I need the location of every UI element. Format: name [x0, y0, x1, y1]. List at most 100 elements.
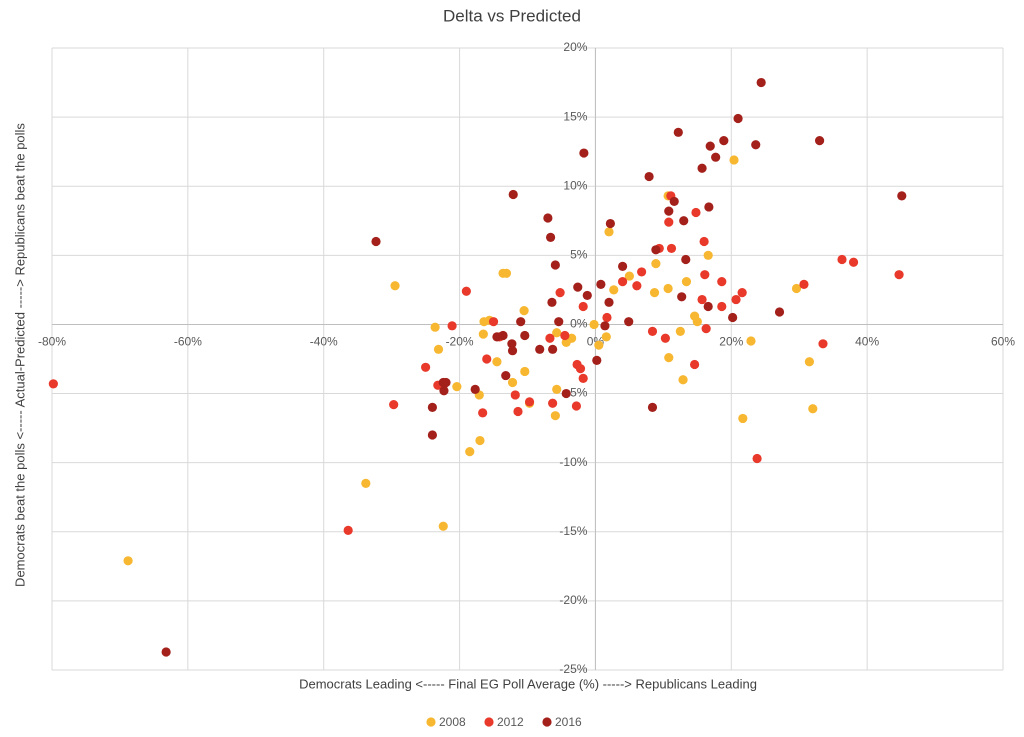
legend: 2008 2012 2016 — [426, 715, 582, 729]
point — [681, 254, 691, 265]
legend-marker — [542, 717, 552, 727]
point — [719, 136, 729, 146]
point — [814, 136, 825, 146]
point — [390, 281, 400, 291]
legend-label: 2008 — [439, 715, 466, 729]
point — [697, 163, 707, 173]
legend-label: 2012 — [497, 715, 524, 729]
point — [717, 276, 727, 287]
point — [704, 202, 714, 212]
point — [848, 257, 859, 267]
point — [475, 435, 485, 446]
point — [478, 408, 488, 418]
point — [604, 297, 614, 307]
point — [637, 267, 647, 277]
point — [548, 398, 558, 408]
point — [624, 317, 634, 327]
x-tick-label: 20% — [719, 335, 743, 349]
point — [516, 317, 526, 327]
y-tick-label: 15% — [563, 109, 587, 123]
point — [543, 213, 553, 223]
y-tick-label: 5% — [570, 248, 588, 262]
point — [649, 288, 660, 298]
point — [669, 196, 679, 207]
point — [624, 271, 634, 281]
point — [604, 227, 614, 237]
point — [701, 323, 711, 334]
point — [578, 373, 588, 383]
point — [578, 301, 588, 312]
point — [791, 283, 802, 294]
point — [751, 140, 761, 150]
point — [545, 333, 555, 343]
point — [677, 292, 687, 302]
point — [421, 362, 431, 372]
point — [675, 326, 685, 336]
point — [508, 189, 518, 200]
point — [664, 217, 674, 227]
point — [691, 207, 701, 218]
point — [452, 382, 462, 392]
x-tick-label: -40% — [310, 335, 338, 349]
point — [679, 216, 689, 226]
point — [894, 270, 904, 280]
point — [729, 155, 739, 165]
point — [441, 377, 451, 388]
x-tick-label: -20% — [446, 335, 474, 349]
point — [717, 301, 727, 312]
point — [510, 390, 520, 400]
point — [678, 375, 688, 385]
point — [501, 268, 512, 278]
point — [692, 317, 702, 327]
point — [602, 312, 612, 323]
point — [433, 344, 444, 354]
point — [651, 245, 661, 255]
point — [705, 141, 715, 151]
point — [664, 206, 674, 216]
point — [589, 319, 599, 330]
point — [571, 401, 582, 411]
point — [498, 330, 508, 341]
x-axis-label: Democrats Leading <----- Final EG Poll A… — [299, 676, 757, 691]
ticks: -80% -60% -40% -20% 0% 20% 40% 60% -25% -20% -15% -… — [38, 40, 1015, 676]
point — [552, 328, 562, 338]
point — [681, 276, 692, 287]
y-tick-label: -25% — [559, 662, 587, 676]
point — [756, 77, 766, 88]
point — [439, 386, 449, 396]
point — [430, 322, 440, 332]
point — [618, 276, 628, 287]
chart-title: Delta vs Predicted — [443, 6, 581, 25]
point — [519, 306, 529, 316]
point — [690, 359, 700, 370]
point — [664, 353, 674, 363]
x-tick-label: -60% — [174, 335, 202, 349]
y-tick-label: 0% — [570, 317, 588, 331]
point — [804, 357, 815, 367]
point — [492, 357, 502, 367]
point — [644, 171, 654, 182]
point — [447, 321, 457, 331]
point — [488, 317, 499, 327]
point — [799, 279, 809, 289]
point — [478, 329, 488, 339]
y-tick-label: 20% — [563, 40, 587, 54]
point — [548, 344, 558, 354]
point — [579, 148, 589, 158]
point — [575, 364, 586, 374]
point — [601, 332, 611, 342]
point — [618, 261, 628, 271]
point — [663, 283, 673, 294]
point — [507, 339, 517, 349]
x-tick-label: -80% — [38, 335, 66, 349]
legend-marker — [484, 717, 494, 727]
point — [582, 290, 592, 301]
point — [699, 236, 709, 247]
point — [600, 321, 610, 331]
point — [427, 402, 437, 412]
point — [520, 330, 530, 341]
point — [552, 384, 562, 395]
point — [647, 402, 658, 412]
point — [660, 333, 670, 343]
